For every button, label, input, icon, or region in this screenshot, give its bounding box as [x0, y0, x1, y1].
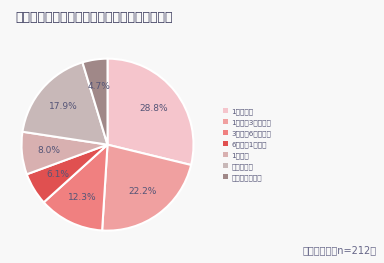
Wedge shape [22, 132, 108, 174]
Text: 22.2%: 22.2% [128, 187, 156, 196]
Text: 17.9%: 17.9% [49, 102, 78, 111]
Wedge shape [27, 145, 108, 202]
Text: ペットロスの症状はどのくらい続きましたか？: ペットロスの症状はどのくらい続きましたか？ [15, 11, 173, 23]
Wedge shape [102, 145, 191, 231]
Wedge shape [108, 59, 194, 165]
Text: 4.7%: 4.7% [88, 82, 110, 91]
Wedge shape [44, 145, 108, 230]
Legend: 1か月未満, 1か月～3カ月未満, 3か月～6カ月未満, 6か月～1年未満, 1年以上, 分からない, まだ続いている: 1か月未満, 1か月～3カ月未満, 3か月～6カ月未満, 6か月～1年未満, 1… [223, 108, 271, 181]
Wedge shape [23, 62, 108, 145]
Wedge shape [83, 59, 108, 145]
Text: 28.8%: 28.8% [139, 104, 168, 113]
Text: 12.3%: 12.3% [68, 193, 96, 202]
Text: 6.1%: 6.1% [46, 170, 69, 179]
Text: （単一回答、n=212）: （単一回答、n=212） [302, 245, 376, 255]
Text: 8.0%: 8.0% [38, 146, 61, 155]
